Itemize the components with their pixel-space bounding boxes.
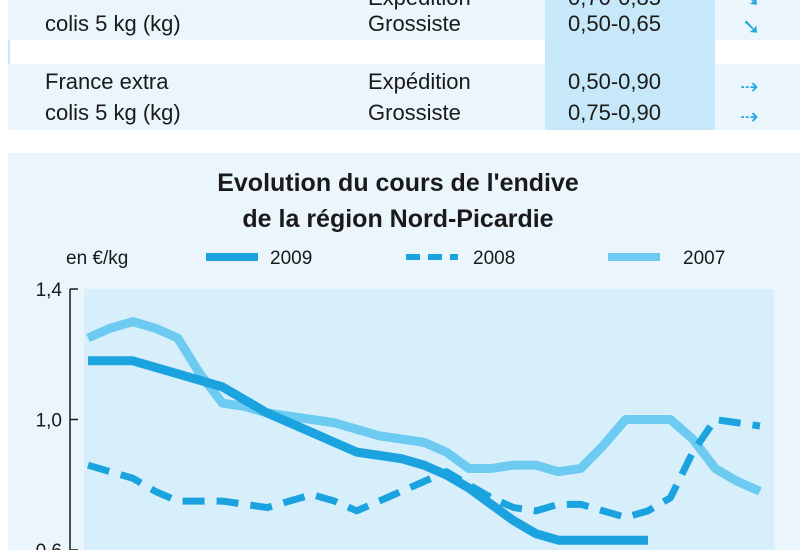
y-tick-label: 1,4 [36,280,63,301]
series-line-2007 [86,317,762,496]
chart-subtitle: de la région Nord-Picardie [242,205,553,233]
stage-label: Expédition [368,69,471,94]
chart-title: Evolution du cours de l'endive [217,169,579,197]
series-line-2008 [87,416,761,521]
price-column-band [545,0,715,130]
line-chart: Evolution du cours de l'endive de la rég… [36,169,774,550]
y-tick-label: 0,6 [36,541,62,550]
legend-label-2007: 2007 [683,248,725,269]
right-arrow-icon: ⇢ [740,104,759,129]
legend: 2009 2008 2007 [206,248,725,269]
axes: 1,4 1,0 0,6 [36,280,78,550]
series-layer [86,317,762,545]
down-right-arrow-icon: ➘ [742,14,761,39]
product-packaging: colis 5 kg (kg) [45,11,181,36]
price-range: 0,50-0,90 [568,69,661,94]
down-right-arrow-icon: ➘ [742,0,760,10]
stage-label: Grossiste [368,11,461,36]
product-name: France extra [45,69,169,94]
price-range: 0,75-0,90 [568,100,661,125]
series-line-2009 [88,356,648,545]
y-axis-unit: en €/kg [66,248,128,269]
product-packaging: colis 5 kg (kg) [45,100,181,125]
price-range: 0,70-0,85 [568,0,661,10]
stage-label: Expédition [368,0,471,10]
legend-label-2008: 2008 [473,248,515,269]
right-arrow-icon: ⇢ [740,74,759,99]
stage-label: Grossiste [368,100,461,125]
price-table: colis 5 kg (kg) Expédition Grossiste 0,7… [0,0,800,140]
chart-panel: Evolution du cours de l'endive de la rég… [8,153,800,550]
legend-label-2009: 2009 [270,248,312,269]
y-tick-label: 1,0 [36,411,62,432]
price-range: 0,50-0,65 [568,11,661,36]
